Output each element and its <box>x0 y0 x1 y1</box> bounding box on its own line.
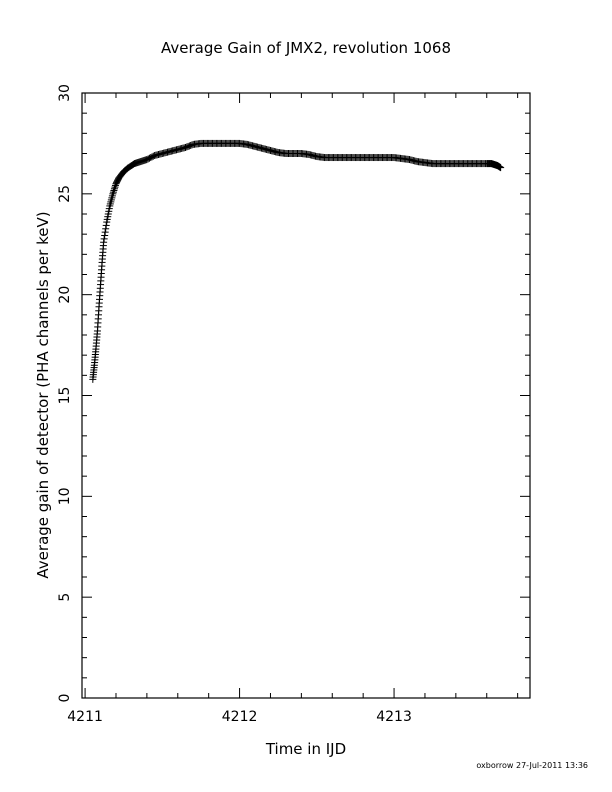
x-tick-label: 4213 <box>376 709 412 725</box>
data-point <box>110 185 118 193</box>
y-tick-label: 10 <box>57 487 73 505</box>
y-tick-label: 15 <box>57 387 73 405</box>
x-tick-label: 4212 <box>222 709 258 725</box>
footer-credit: oxborrow 27-Jul-2011 13:36 <box>476 761 588 770</box>
tick-labels: 0 5 10 15 20 25 30 4211 4212 4213 <box>57 84 412 725</box>
y-tick-label: 0 <box>57 694 73 703</box>
data-point <box>100 238 108 246</box>
y-tick-label: 30 <box>57 84 73 102</box>
x-tick-label: 4211 <box>67 709 103 725</box>
data-point <box>109 188 117 196</box>
data-points <box>89 139 505 383</box>
y-tick-label: 25 <box>57 185 73 203</box>
data-point <box>100 235 108 243</box>
data-point <box>101 228 109 236</box>
plot-frame <box>81 92 531 699</box>
data-point <box>497 164 505 172</box>
data-point <box>109 190 117 198</box>
chart-title: Average Gain of JMX2, revolution 1068 <box>161 39 451 57</box>
axis-ticks <box>82 92 530 699</box>
data-point <box>101 232 109 240</box>
y-tick-label: 20 <box>57 286 73 304</box>
data-point <box>111 183 119 191</box>
data-point <box>110 186 118 194</box>
y-tick-label: 5 <box>57 593 73 602</box>
y-axis-label: Average gain of detector (PHA channels p… <box>34 211 52 578</box>
data-point <box>102 225 110 233</box>
x-axis-label: Time in IJD <box>265 740 346 758</box>
data-point <box>102 221 110 229</box>
